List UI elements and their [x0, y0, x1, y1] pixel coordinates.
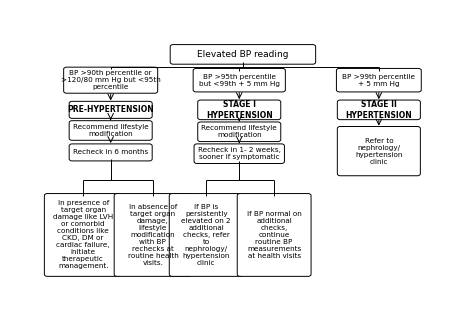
Text: If BP is
persistently
elevated on 2
additional
checks, refer
to
nephrology/
hype: If BP is persistently elevated on 2 addi…: [182, 204, 231, 266]
FancyBboxPatch shape: [194, 144, 284, 163]
Text: In presence of
target organ
damage like LVH
or comorbid
conditions like
CKD, DM : In presence of target organ damage like …: [53, 200, 113, 269]
FancyBboxPatch shape: [69, 121, 152, 140]
FancyBboxPatch shape: [193, 68, 285, 92]
FancyBboxPatch shape: [337, 100, 420, 120]
FancyBboxPatch shape: [170, 45, 316, 64]
FancyBboxPatch shape: [198, 100, 281, 120]
Text: PRE-HYPERTENSION: PRE-HYPERTENSION: [67, 105, 154, 114]
Text: Recommend lifestyle
modification: Recommend lifestyle modification: [73, 124, 148, 137]
FancyBboxPatch shape: [337, 127, 420, 176]
Text: BP >95th percentile
but <99th + 5 mm Hg: BP >95th percentile but <99th + 5 mm Hg: [199, 74, 280, 87]
FancyBboxPatch shape: [198, 122, 281, 142]
FancyBboxPatch shape: [64, 67, 158, 93]
Text: Recheck in 1- 2 weeks,
sooner if symptomatic: Recheck in 1- 2 weeks, sooner if symptom…: [198, 147, 281, 160]
Text: BP >99th percentile
+ 5 mm Hg: BP >99th percentile + 5 mm Hg: [342, 74, 415, 87]
Text: Refer to
nephrology/
hypertension
clinic: Refer to nephrology/ hypertension clinic: [355, 138, 402, 164]
FancyBboxPatch shape: [114, 194, 191, 276]
Text: STAGE I
HYPERTENSION: STAGE I HYPERTENSION: [206, 100, 273, 120]
FancyBboxPatch shape: [337, 68, 421, 92]
Text: If BP normal on
additional
checks,
continue
routine BP
measurements
at health vi: If BP normal on additional checks, conti…: [247, 211, 301, 259]
FancyBboxPatch shape: [45, 194, 122, 276]
Text: Recommend lifestyle
modification: Recommend lifestyle modification: [201, 125, 277, 138]
Text: Recheck in 6 months: Recheck in 6 months: [73, 149, 148, 155]
Text: BP >90th percentile or
>120/80 mm Hg but <95th
percentile: BP >90th percentile or >120/80 mm Hg but…: [61, 70, 161, 90]
FancyBboxPatch shape: [237, 194, 311, 276]
FancyBboxPatch shape: [69, 144, 152, 161]
Text: In absence of
target organ
damage,
lifestyle
modification
with BP
rechecks at
ro: In absence of target organ damage, lifes…: [128, 204, 178, 266]
Text: STAGE II
HYPERTENSION: STAGE II HYPERTENSION: [346, 100, 412, 120]
FancyBboxPatch shape: [69, 101, 152, 118]
FancyBboxPatch shape: [169, 194, 243, 276]
Text: Elevated BP reading: Elevated BP reading: [197, 50, 289, 59]
